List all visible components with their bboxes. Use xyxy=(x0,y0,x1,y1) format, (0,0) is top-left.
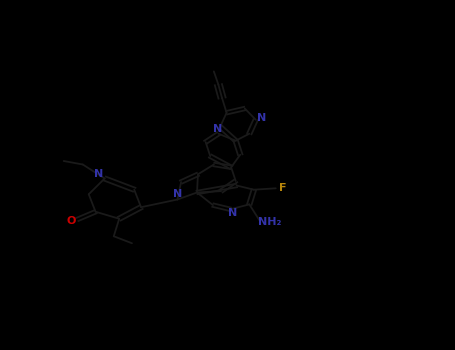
Text: O: O xyxy=(66,216,76,226)
Text: N: N xyxy=(257,113,266,122)
Text: F: F xyxy=(279,183,287,193)
Text: N: N xyxy=(173,189,182,199)
Text: NH₂: NH₂ xyxy=(258,217,281,227)
Text: N: N xyxy=(228,209,238,218)
Text: N: N xyxy=(213,124,222,134)
Text: N: N xyxy=(94,169,103,179)
